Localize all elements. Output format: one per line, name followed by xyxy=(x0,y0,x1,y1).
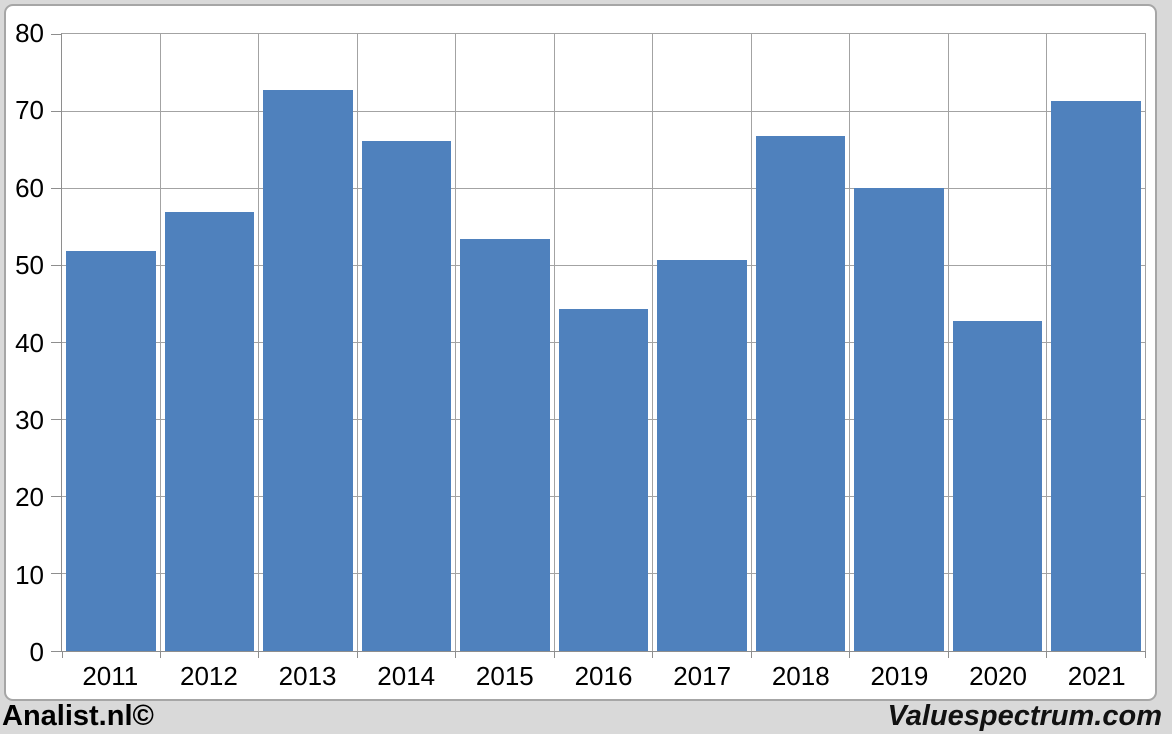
gridline-50 xyxy=(62,264,1145,266)
x-tick-4 xyxy=(455,651,457,658)
bar-2015 xyxy=(460,239,550,651)
bar-slot-2015 xyxy=(456,34,555,651)
bar-slot-2019 xyxy=(850,34,949,651)
bar-slot-2020 xyxy=(949,34,1048,651)
x-tick-label-2018: 2018 xyxy=(771,661,830,691)
x-tick-label-2017: 2017 xyxy=(673,661,732,691)
bar-slot-2016 xyxy=(555,34,654,651)
bar-2011 xyxy=(66,250,156,651)
x-tick-8 xyxy=(849,651,851,658)
y-tick-20 xyxy=(51,496,61,498)
y-tick-label-20: 20 xyxy=(15,482,44,513)
x-tick-label-2013: 2013 xyxy=(278,661,337,691)
x-tick-10 xyxy=(1046,651,1048,658)
y-tick-40 xyxy=(51,342,61,343)
y-tick-label-30: 30 xyxy=(15,404,44,435)
x-tick-label-2012: 2012 xyxy=(180,661,238,691)
y-tick-0 xyxy=(51,650,61,652)
bar-2012 xyxy=(164,212,255,651)
footer: Analist.nl© Valuespectrum.com xyxy=(0,700,1172,734)
bar-slot-2013 xyxy=(259,34,358,651)
y-tick-label-60: 60 xyxy=(15,172,44,203)
x-tick-6 xyxy=(652,651,654,658)
x-tick-label-2015: 2015 xyxy=(475,661,534,691)
x-tick-label-2011: 2011 xyxy=(82,661,139,691)
y-tick-label-50: 50 xyxy=(15,250,44,281)
plot-area xyxy=(51,33,1146,658)
bars-layer xyxy=(62,34,1145,651)
bar-2018 xyxy=(755,135,846,651)
bar-slot-2014 xyxy=(358,34,457,651)
bar-slot-2011 xyxy=(62,34,161,651)
y-tick-10 xyxy=(51,573,61,575)
x-tick-label-2019: 2019 xyxy=(870,661,929,691)
bar-slot-2021 xyxy=(1047,34,1145,651)
x-tick-11 xyxy=(1144,651,1146,658)
x-tick-label-2016: 2016 xyxy=(574,661,633,691)
gridline-70 xyxy=(62,110,1145,112)
x-tick-label-2014: 2014 xyxy=(377,661,436,691)
bar-2017 xyxy=(657,259,747,651)
y-tick-label-70: 70 xyxy=(15,95,44,126)
y-tick-30 xyxy=(51,419,61,421)
bar-slot-2018 xyxy=(752,34,851,651)
bar-2013 xyxy=(263,90,353,651)
bar-slot-2012 xyxy=(161,34,260,651)
bar-2016 xyxy=(558,309,649,651)
y-tick-label-80: 80 xyxy=(15,18,44,48)
x-tick-label-2020: 2020 xyxy=(969,661,1027,691)
x-tick-2 xyxy=(258,651,260,658)
y-axis-labels: 0 10 20 30 40 50 60 70 80 xyxy=(0,18,44,667)
bar-2019 xyxy=(854,188,944,651)
y-tick-label-0: 0 xyxy=(29,637,44,667)
bar-2021 xyxy=(1051,101,1142,651)
bar-2014 xyxy=(361,141,452,651)
y-tick-label-10: 10 xyxy=(15,559,44,590)
y-tick-60 xyxy=(51,187,61,189)
bar-2020 xyxy=(952,320,1043,651)
x-axis-labels: 2011 2012 2013 2014 2015 2016 2017 2018 2019 2020… xyxy=(61,652,1146,694)
x-tick-1 xyxy=(159,651,161,658)
gridline-60 xyxy=(62,187,1145,189)
x-tick-label-2021: 2021 xyxy=(1067,661,1126,691)
x-tick-9 xyxy=(947,651,949,658)
brand-left: Analist.nl© xyxy=(2,700,154,732)
y-tick-50 xyxy=(51,264,61,266)
x-tick-7 xyxy=(750,651,752,658)
y-tick-70 xyxy=(51,110,61,112)
x-tick-0 xyxy=(61,651,63,658)
y-tick-80 xyxy=(51,33,61,35)
y-tick-label-40: 40 xyxy=(15,327,44,358)
bar-slot-2017 xyxy=(653,34,752,651)
x-tick-5 xyxy=(553,651,555,658)
brand-right: Valuespectrum.com xyxy=(887,700,1162,732)
x-tick-3 xyxy=(356,651,358,658)
